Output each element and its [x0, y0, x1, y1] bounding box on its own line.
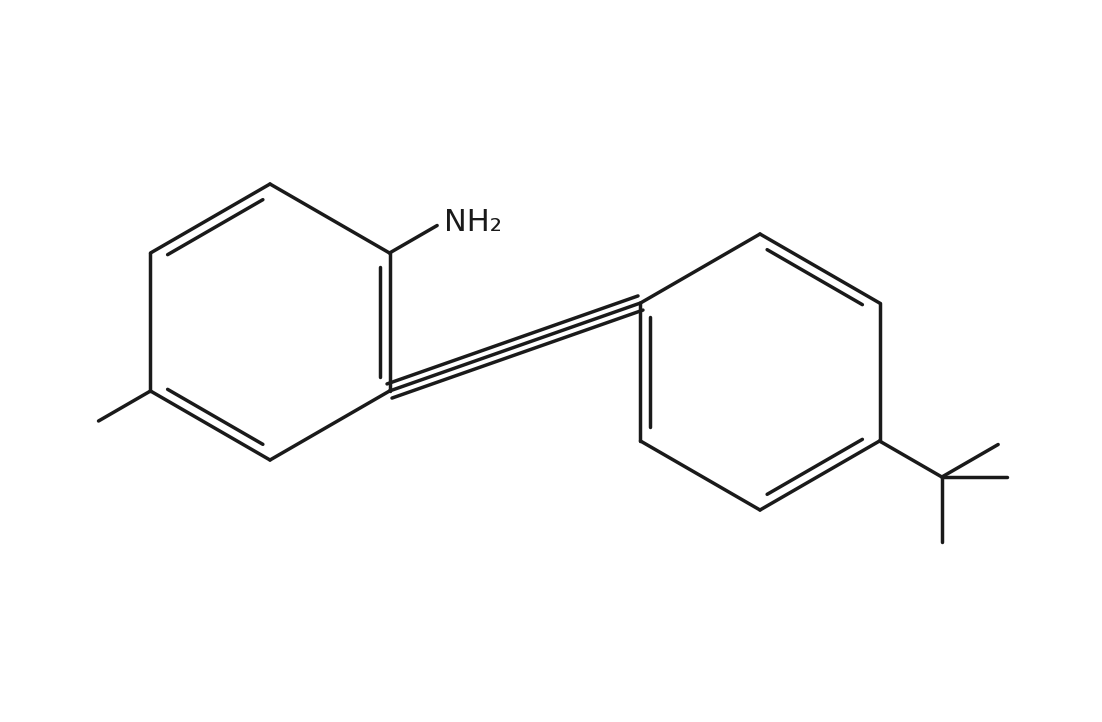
- Text: NH₂: NH₂: [444, 208, 503, 237]
